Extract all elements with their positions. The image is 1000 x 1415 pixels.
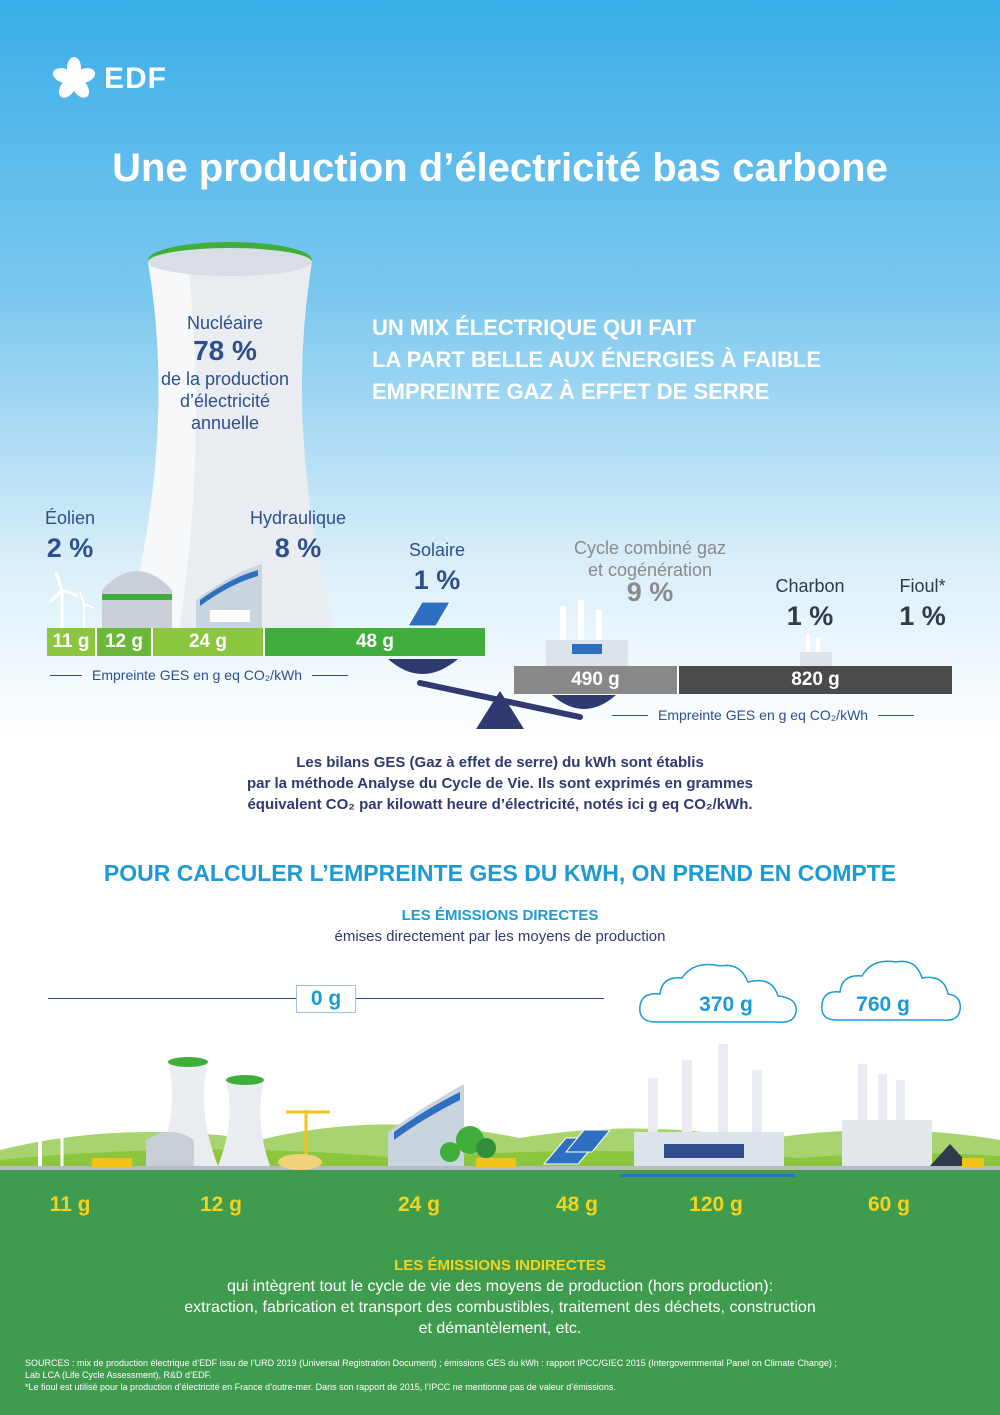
direct-emissions-subtitle: émises directement par les moyens de pro… [334, 928, 666, 945]
zero-emission-value: 0 g [296, 985, 356, 1013]
explanation-line: Les bilans GES (Gaz à effet de serre) du… [296, 754, 704, 771]
footprint-label: Empreinte GES en g eq CO₂/kWh [92, 667, 303, 683]
explanation-line: par la méthode Analyse du Cycle de Vie. … [246, 775, 754, 792]
hydraulique-label: Hydraulique 8 % [228, 508, 368, 564]
gaz-label: Cycle combiné gaz et cogénération 9 % [545, 537, 755, 607]
gas-plant [634, 1044, 784, 1166]
indirect-emissions-heading: LES ÉMISSIONS INDIRECTES [394, 1257, 606, 1274]
indirect-value-solaire: 48 g [555, 1193, 599, 1216]
nuclear-name: Nucléaire [186, 313, 264, 333]
indirect-line: et démantèlement, etc. [418, 1320, 582, 1337]
indirect-value-eolien: 11 g [49, 1193, 91, 1216]
nuclear-desc-3: annuelle [190, 413, 260, 433]
mix-heading-line: LA PART BELLE AUX ÉNERGIES À FAIBLE [372, 347, 821, 372]
solaire-label: Solaire 1 % [392, 540, 482, 596]
bar-segment-charbon: 820 g [679, 666, 952, 694]
footprint-label: Empreinte GES en g eq CO₂/kWh [658, 707, 869, 723]
eolien-name: Éolien [44, 508, 96, 528]
coal-direct-value: 760 g [856, 993, 910, 1016]
bar-segment-hydraulique: 24 g [153, 628, 265, 656]
hydraulique-name: Hydraulique [249, 508, 347, 528]
landscape-illustration [0, 1044, 1000, 1174]
river [620, 1174, 795, 1177]
charbon-pct: 1 % [786, 601, 834, 631]
high-carbon-bar: 490 g 820 g [514, 666, 952, 694]
edf-flower-icon [50, 55, 98, 103]
bar-segment-solaire: 48 g [265, 628, 485, 656]
edf-logo: EDF [50, 55, 167, 103]
indirect-line: extraction, fabrication et transport des… [184, 1299, 816, 1316]
dam-icon [196, 564, 262, 628]
fioul-name: Fioul* [899, 576, 946, 596]
fioul-label: Fioul* 1 % [875, 576, 970, 632]
eolien-pct: 2 % [46, 533, 94, 563]
fioul-pct: 1 % [899, 601, 946, 631]
charbon-name: Charbon [775, 576, 845, 596]
sources-line: *Le fioul est utilisé pour la production… [25, 1382, 616, 1392]
gaz-pct: 9 % [626, 577, 674, 607]
direct-emissions-heading: LES ÉMISSIONS DIRECTES [401, 907, 599, 924]
coal-plant-icon [800, 634, 832, 668]
solar-farm [542, 1129, 612, 1165]
calc-heading: POUR CALCULER L’EMPREINTE GES DU KWH, ON… [103, 860, 897, 886]
sources-line: Lab LCA (Life Cycle Assessment), R&D d’E… [25, 1370, 212, 1380]
explanation-line: équivalent CO₂ par kilowatt heure d’élec… [247, 796, 753, 813]
nuclear-desc-2: d’électricité [179, 391, 271, 411]
mix-heading-line: UN MIX ÉLECTRIQUE QUI FAIT [372, 315, 696, 340]
gas-plant-icon [546, 600, 628, 668]
gaz-name-1: Cycle combiné gaz [573, 538, 727, 558]
sources-line: SOURCES : mix de production électrique d… [25, 1358, 837, 1368]
nuclear-pct: 78 % [193, 335, 257, 366]
cloud-gas-icon [639, 963, 797, 1024]
bar-segment-nucleaire: 12 g [97, 628, 153, 656]
solaire-name: Solaire [408, 540, 466, 560]
indirect-value-hydraulique: 24 g [397, 1193, 441, 1216]
hydraulique-pct: 8 % [274, 533, 322, 563]
charbon-label: Charbon 1 % [760, 576, 860, 632]
bar-segment-gaz: 490 g [514, 666, 679, 694]
wind-turbines [18, 1049, 81, 1166]
reactor-dome-icon [102, 571, 172, 628]
indirect-value-gaz: 120 g [689, 1193, 743, 1216]
gaz-name-2: et cogénération [587, 560, 713, 580]
footprint-note-right: Empreinte GES en g eq CO₂/kWh [612, 707, 915, 723]
indirect-value-charbon: 60 g [867, 1193, 911, 1216]
construction-crane [278, 1110, 330, 1170]
ground-panel [0, 1170, 1000, 1415]
nuclear-desc-1: de la production [160, 369, 290, 389]
wind-turbine-icon [48, 572, 95, 628]
nuclear-label: Nucléaire 78 % de la production d’électr… [140, 312, 310, 434]
footprint-note-left: Empreinte GES en g eq CO₂/kWh [50, 667, 349, 683]
indirect-line: qui intègrent tout le cycle de vie des m… [226, 1278, 774, 1295]
page-title: Une production d’électricité bas carbone [112, 146, 888, 190]
balance-scale-icon [388, 659, 616, 729]
bar-segment-eolien: 11 g [47, 628, 97, 656]
indirect-value-nucleaire: 12 g [199, 1193, 243, 1216]
mix-heading: UN MIX ÉLECTRIQUE QUI FAIT LA PART BELLE… [372, 312, 821, 408]
solar-panel-icon [407, 601, 451, 627]
cloud-coal-icon [821, 960, 961, 1022]
edf-wordmark: EDF [104, 62, 167, 95]
indirect-emissions-text: qui intègrent tout le cycle de vie des m… [0, 1276, 1000, 1339]
eolien-label: Éolien 2 % [30, 508, 110, 564]
low-carbon-bar: 11 g 12 g 24 g 48 g [47, 628, 485, 656]
explanation-text: Les bilans GES (Gaz à effet de serre) du… [0, 752, 1000, 815]
nuclear-towers [146, 1057, 270, 1166]
hydro-dam [388, 1084, 496, 1166]
solaire-pct: 1 % [413, 565, 461, 595]
cooling-tower-illustration [123, 242, 338, 640]
sources-footnote: SOURCES : mix de production électrique d… [25, 1357, 985, 1393]
coal-plant [842, 1064, 984, 1168]
gas-direct-value: 370 g [699, 993, 753, 1016]
mix-heading-line: EMPREINTE GAZ À EFFET DE SERRE [372, 379, 770, 404]
